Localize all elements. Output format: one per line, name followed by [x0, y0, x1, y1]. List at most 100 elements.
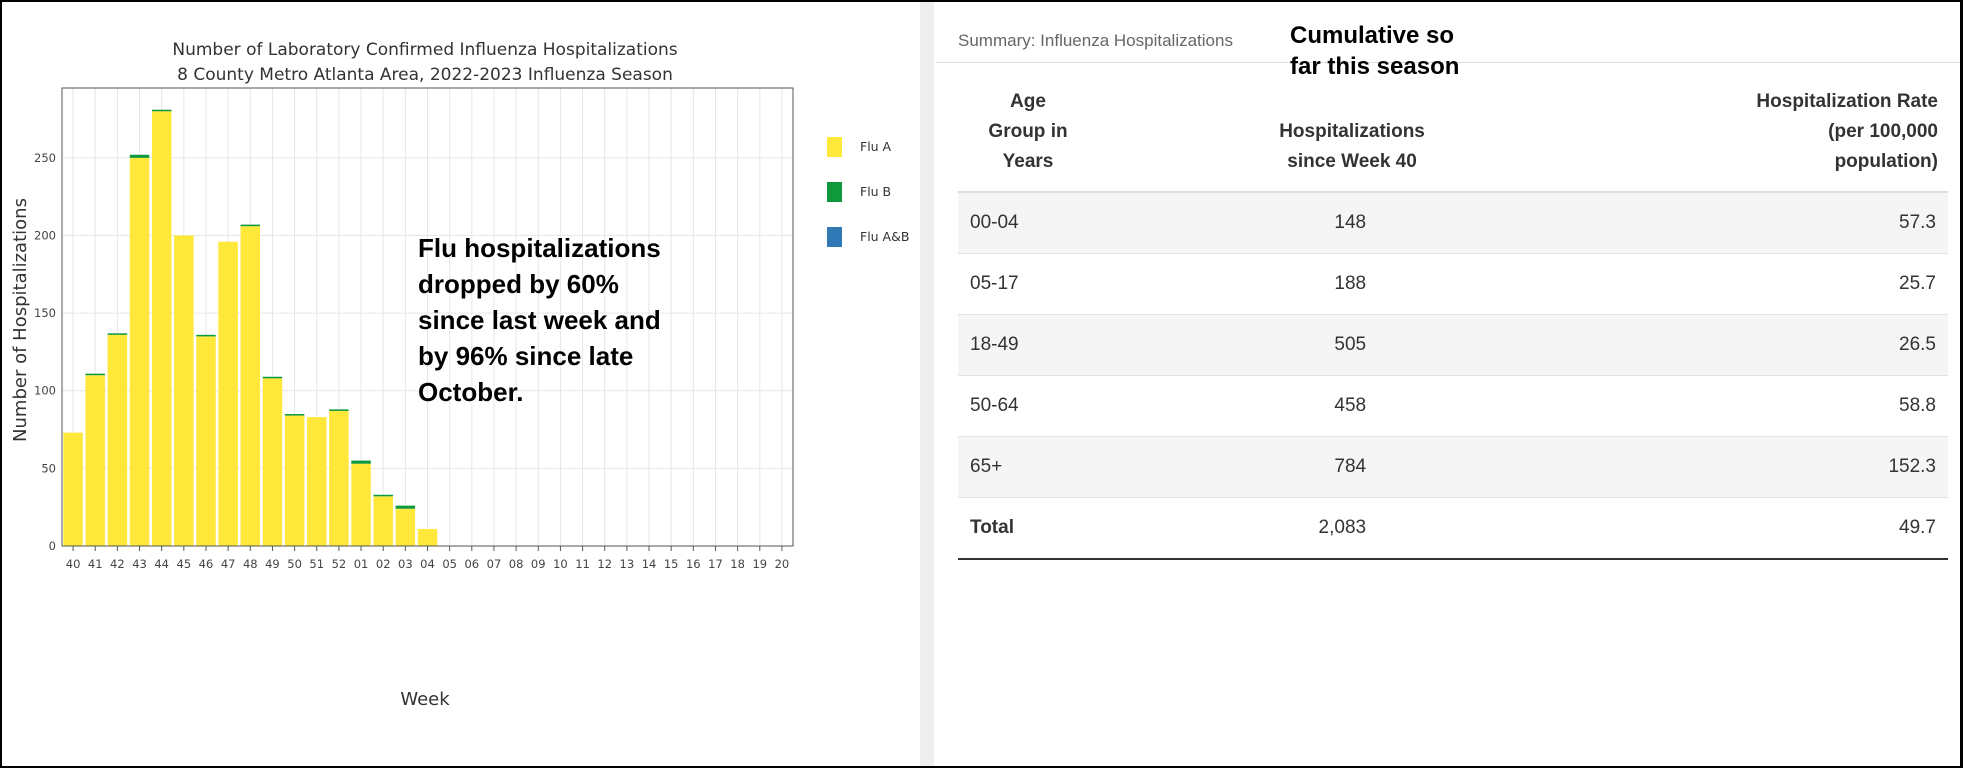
x-axis-label: Week	[400, 689, 450, 710]
header-line: Hospitalization Rate	[1756, 91, 1938, 112]
x-tick-label: 01	[354, 557, 369, 571]
hospitalizations-cell: 148	[1098, 191, 1607, 254]
x-tick-label: 42	[110, 557, 125, 571]
age-group-cell: 05-17	[958, 253, 1098, 315]
age-group-cell: 00-04	[958, 191, 1098, 254]
legend-label: Flu A&B	[860, 229, 909, 244]
bar-flu-a-week-04	[417, 528, 438, 546]
header-line: Group in	[988, 121, 1068, 142]
x-tick-label: 51	[309, 557, 324, 571]
x-tick-label: 05	[442, 557, 457, 571]
x-tick-label: 14	[642, 557, 657, 571]
bar-flu-b-week-46	[196, 334, 216, 337]
summary-table: Age Group in Years Hospitalizations sinc…	[958, 80, 1948, 560]
bar-flu-b-week-01	[351, 460, 371, 464]
bar-flu-a-week-01	[351, 463, 371, 546]
x-tick-label: 49	[265, 557, 280, 571]
y-tick-label: 0	[49, 539, 56, 553]
x-tick-label: 03	[398, 557, 413, 571]
bar-flu-a-week-02	[373, 496, 393, 546]
x-tick-label: 10	[553, 557, 568, 571]
bar-flu-b-week-02	[373, 494, 393, 497]
total-rate-cell: 49.7	[1606, 497, 1948, 560]
x-tick-label: 45	[177, 557, 192, 571]
x-tick-label: 40	[66, 557, 81, 571]
table-total-row: Total 2,083 49.7	[958, 497, 1948, 560]
legend-swatch-flu-a	[827, 137, 842, 157]
legend-swatch-flu-b	[827, 182, 842, 202]
bar-flu-a-week-49	[262, 378, 283, 546]
callout-line: by 96% since late	[418, 341, 634, 371]
bar-flu-a-week-51	[306, 417, 327, 546]
chart-legend: Flu A Flu B Flu A&B	[827, 137, 909, 247]
x-tick-label: 08	[509, 557, 524, 571]
hospitalizations-bar-chart: Number of Laboratory Confirmed Influenza…	[10, 40, 909, 710]
header-line: (per 100,000	[1828, 121, 1938, 142]
x-tick-label: 04	[420, 557, 435, 571]
bar-flu-b-week-50	[284, 414, 305, 416]
total-label-cell: Total	[958, 497, 1098, 560]
header-line: Hospitalizations	[1279, 121, 1425, 142]
cumulative-note-line: far this season	[1290, 53, 1460, 80]
age-group-cell: 18-49	[958, 314, 1098, 376]
bar-flu-b-week-41	[85, 373, 105, 376]
table-row: 00-04 148 57.3	[958, 191, 1948, 254]
hospitalizations-cell: 188	[1098, 253, 1607, 315]
summary-header-row: Age Group in Years Hospitalizations sinc…	[958, 80, 1948, 193]
rate-cell: 57.3	[1606, 191, 1948, 254]
callout-line: dropped by 60%	[418, 269, 619, 299]
age-group-cell: 50-64	[958, 375, 1098, 437]
x-tick-label: 18	[730, 557, 745, 571]
legend-swatch-flu-a-b	[827, 227, 842, 247]
header-line: Years	[1002, 151, 1054, 172]
bar-flu-a-week-46	[196, 336, 216, 546]
rate-cell: 25.7	[1606, 253, 1948, 315]
bar-flu-a-week-48	[240, 226, 261, 546]
x-tick-label: 12	[597, 557, 612, 571]
bar-flu-b-week-03	[395, 505, 416, 509]
x-tick-label: 17	[708, 557, 723, 571]
bar-flu-a-week-41	[85, 375, 105, 546]
x-tick-label: 02	[376, 557, 391, 571]
x-tick-label: 07	[487, 557, 502, 571]
bar-flu-b-week-42	[107, 333, 128, 335]
table-row: 05-17 188 25.7	[958, 253, 1948, 315]
bar-flu-a-week-45	[174, 235, 194, 547]
bar-flu-b-week-44	[151, 109, 172, 112]
header-hospitalization-rate: Hospitalization Rate (per 100,000 popula…	[1606, 80, 1948, 193]
header-line: population)	[1834, 151, 1938, 172]
x-tick-label: 06	[464, 557, 479, 571]
x-tick-label: 50	[287, 557, 302, 571]
y-tick-label: 50	[41, 461, 56, 475]
bar-flu-b-week-48	[240, 224, 261, 227]
bar-flu-a-week-42	[107, 334, 128, 546]
cumulative-note: Cumulative so far this season	[1290, 20, 1550, 82]
header-line: Age	[1010, 91, 1046, 112]
x-tick-label: 20	[775, 557, 790, 571]
table-row: 65+ 784 152.3	[958, 436, 1948, 498]
y-tick-label: 250	[34, 151, 56, 165]
annotation-callout: Flu hospitalizations dropped by 60% sinc…	[418, 230, 738, 410]
bar-flu-a-week-40	[63, 432, 83, 546]
callout-line: October.	[418, 377, 524, 407]
bar-flu-a-week-50	[284, 415, 305, 546]
age-group-cell: 65+	[958, 436, 1098, 498]
rate-cell: 58.8	[1606, 375, 1948, 437]
bar-flu-b-week-49	[262, 376, 283, 379]
panel-divider	[920, 2, 934, 766]
x-tick-label: 19	[752, 557, 767, 571]
bar-flu-b-week-52	[329, 409, 349, 411]
hospitalizations-cell: 784	[1098, 436, 1607, 498]
panel-title-divider	[936, 62, 1960, 63]
callout-line: since last week and	[418, 305, 661, 335]
y-tick-label: 150	[34, 306, 56, 320]
cumulative-note-line: Cumulative so	[1290, 22, 1455, 49]
x-tick-label: 48	[243, 557, 258, 571]
x-tick-label: 11	[575, 557, 590, 571]
x-tick-label: 41	[88, 557, 103, 571]
bar-flu-a-week-44	[151, 111, 172, 546]
bar-flu-a-week-43	[129, 157, 150, 546]
header-age-group: Age Group in Years	[958, 80, 1098, 193]
x-tick-label: 15	[664, 557, 679, 571]
